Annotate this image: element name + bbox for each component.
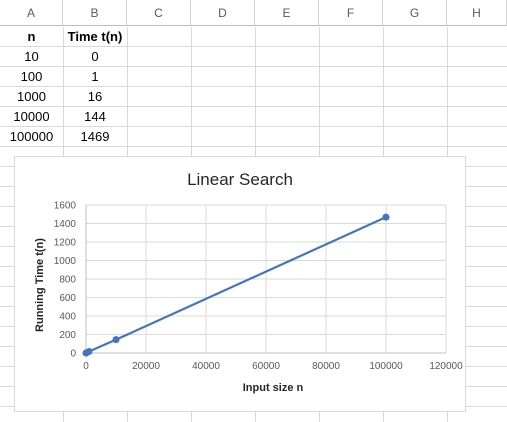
row-gridline <box>0 146 507 147</box>
column-header-e[interactable]: E <box>255 0 319 26</box>
column-header-c[interactable]: C <box>127 0 191 26</box>
chart-x-ticks: 0 20000 40000 60000 80000 100000 120000 <box>83 361 463 372</box>
chart-axes <box>85 205 446 354</box>
chart-y-ticks: 0 200 400 600 800 1000 1200 1400 1600 <box>54 201 77 360</box>
row-gridline <box>0 86 507 87</box>
chart-title: Linear Search <box>187 170 293 189</box>
row-gridline <box>0 46 507 47</box>
column-header-b[interactable]: B <box>63 0 127 26</box>
cell-a3[interactable]: 100 <box>20 69 43 84</box>
column-header-d[interactable]: D <box>191 0 255 26</box>
chart-gridlines <box>86 204 447 353</box>
chart-object[interactable]: Linear Search 0 200 400 600 800 1000 1200 1400 1… <box>14 156 466 412</box>
row-gridline <box>0 66 507 67</box>
x-axis-label: Input size n <box>243 382 304 394</box>
y-tick-label: 600 <box>59 293 76 304</box>
cell-a6[interactable]: 100000 <box>9 129 54 144</box>
data-point <box>85 348 93 356</box>
x-tick-label: 80000 <box>312 361 340 372</box>
cell-a5[interactable]: 10000 <box>13 109 50 124</box>
x-tick-label: 40000 <box>192 361 220 372</box>
column-header-h[interactable]: H <box>447 0 507 26</box>
column-header-a[interactable]: A <box>0 0 63 26</box>
cell-b3[interactable]: 1 <box>91 69 99 84</box>
y-tick-label: 1400 <box>54 219 77 230</box>
chart-svg: Linear Search 0 200 400 600 800 1000 1200 1400 1… <box>34 170 463 394</box>
cell-a2[interactable]: 10 <box>24 49 39 64</box>
cell-a1[interactable]: n <box>27 29 36 44</box>
cell-b2[interactable]: 0 <box>91 49 99 64</box>
y-tick-label: 1000 <box>54 256 77 267</box>
x-tick-label: 100000 <box>369 361 403 372</box>
chart-series <box>82 213 390 357</box>
cell-b6[interactable]: 1469 <box>80 129 110 144</box>
cell-a4[interactable]: 1000 <box>17 89 46 104</box>
y-tick-label: 1200 <box>54 238 77 249</box>
series-line <box>85 216 387 355</box>
y-axis-label: Running Time t(n) <box>34 238 46 332</box>
column-header-g[interactable]: G <box>383 0 447 26</box>
cell-b1[interactable]: Time t(n) <box>67 29 123 44</box>
y-tick-label: 800 <box>59 275 76 286</box>
y-tick-label: 1600 <box>54 201 77 212</box>
x-tick-label: 0 <box>83 361 89 372</box>
row-gridline <box>0 106 507 107</box>
y-tick-label: 0 <box>70 349 76 360</box>
column-header-f[interactable]: F <box>319 0 383 26</box>
x-tick-label: 20000 <box>132 361 160 372</box>
y-tick-label: 200 <box>59 330 76 341</box>
row-gridline <box>0 126 507 127</box>
data-point <box>382 213 390 221</box>
x-tick-label: 120000 <box>429 361 463 372</box>
y-tick-label: 400 <box>59 312 76 323</box>
column-header-row: A B C D E F G H <box>0 0 507 27</box>
x-tick-label: 60000 <box>252 361 280 372</box>
cell-b4[interactable]: 16 <box>87 89 103 104</box>
data-point <box>112 336 120 344</box>
cell-b5[interactable]: 144 <box>84 109 106 124</box>
